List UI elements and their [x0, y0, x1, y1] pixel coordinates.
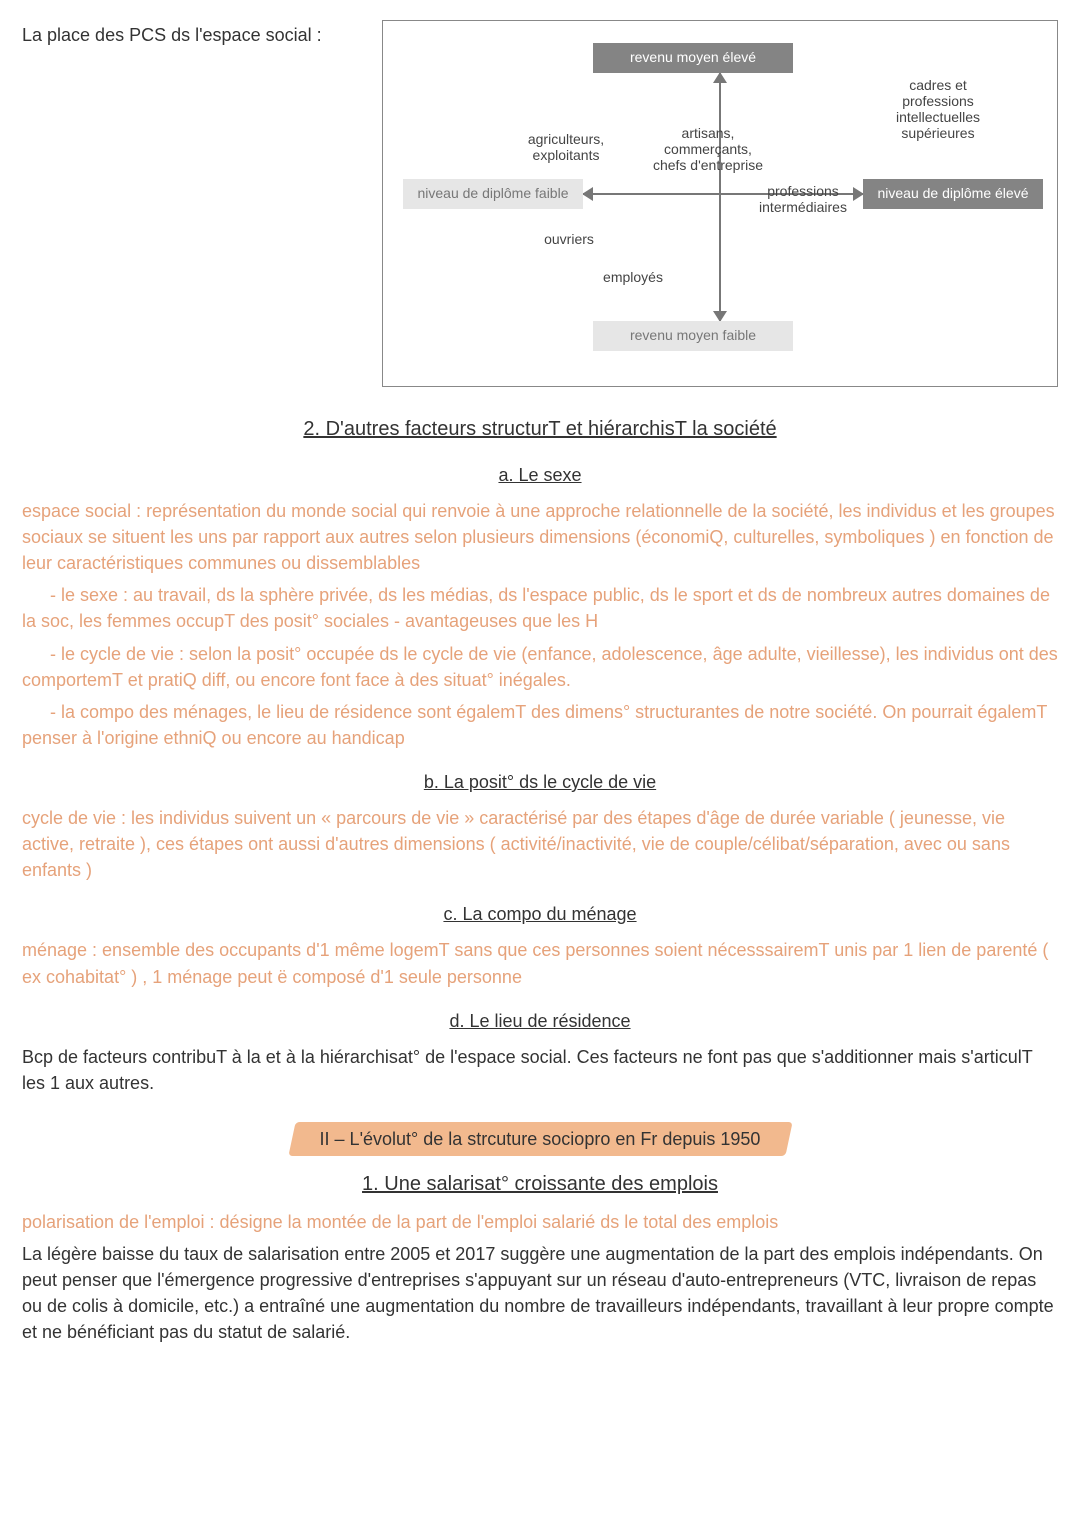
arrowhead-up: [713, 72, 727, 83]
sub-a-heading: a. Le sexe: [22, 462, 1058, 488]
diagram-label-2: artisans,commerçants,chefs d'entreprise: [633, 125, 783, 173]
sub-c-heading: c. La compo du ménage: [22, 901, 1058, 927]
para-a-li2: - le cycle de vie : selon la posit° occu…: [22, 641, 1058, 693]
top-title: La place des PCS ds l'espace social :: [22, 20, 362, 48]
axis-box-top: revenu moyen élevé: [593, 43, 793, 73]
diagram-label-4: ouvriers: [519, 231, 619, 247]
social-space-diagram: revenu moyen élevé revenu moyen faible niv…: [382, 20, 1058, 387]
para-a1: espace social : représentation du monde …: [22, 498, 1058, 576]
vertical-axis-arrow: [719, 73, 721, 321]
top-row: La place des PCS ds l'espace social : re…: [22, 20, 1058, 387]
para-s1-2: La légère baisse du taux de salarisation…: [22, 1241, 1058, 1345]
sub-d-heading: d. Le lieu de résidence: [22, 1008, 1058, 1034]
axis-box-right: niveau de diplôme élevé: [863, 179, 1043, 209]
para-b1: cycle de vie : les individus suivent un …: [22, 805, 1058, 883]
diagram-label-1: agriculteurs,exploitants: [511, 131, 621, 163]
sub-b-heading: b. La posit° ds le cycle de vie: [22, 769, 1058, 795]
arrowhead-left: [582, 187, 593, 201]
para-d1: Bcp de facteurs contribuT à la et à la h…: [22, 1044, 1058, 1096]
section-2-heading: 2. D'autres facteurs structurT et hiérar…: [22, 415, 1058, 444]
axis-box-left: niveau de diplôme faible: [403, 179, 583, 209]
diagram-label-0: cadres etprofessionsintellectuellessupér…: [863, 77, 1013, 141]
para-c1: ménage : ensemble des occupants d'1 même…: [22, 937, 1058, 989]
section-II-highlight: II – L'évolut° de la strcuture sociopro …: [292, 1122, 789, 1156]
diagram-label-5: employés: [583, 269, 683, 285]
para-a-li3: - la compo des ménages, le lieu de résid…: [22, 699, 1058, 751]
section-II-heading-wrap: II – L'évolut° de la strcuture sociopro …: [22, 1122, 1058, 1156]
para-a-li1: - le sexe : au travail, ds la sphère pri…: [22, 582, 1058, 634]
diagram-label-3: professionsintermédiaires: [743, 183, 863, 215]
axis-box-bottom: revenu moyen faible: [593, 321, 793, 351]
section-II-heading: II – L'évolut° de la strcuture sociopro …: [320, 1129, 761, 1149]
para-s1-1: polarisation de l'emploi : désigne la mo…: [22, 1209, 1058, 1235]
section-1-heading: 1. Une salarisat° croissante des emplois: [22, 1170, 1058, 1199]
